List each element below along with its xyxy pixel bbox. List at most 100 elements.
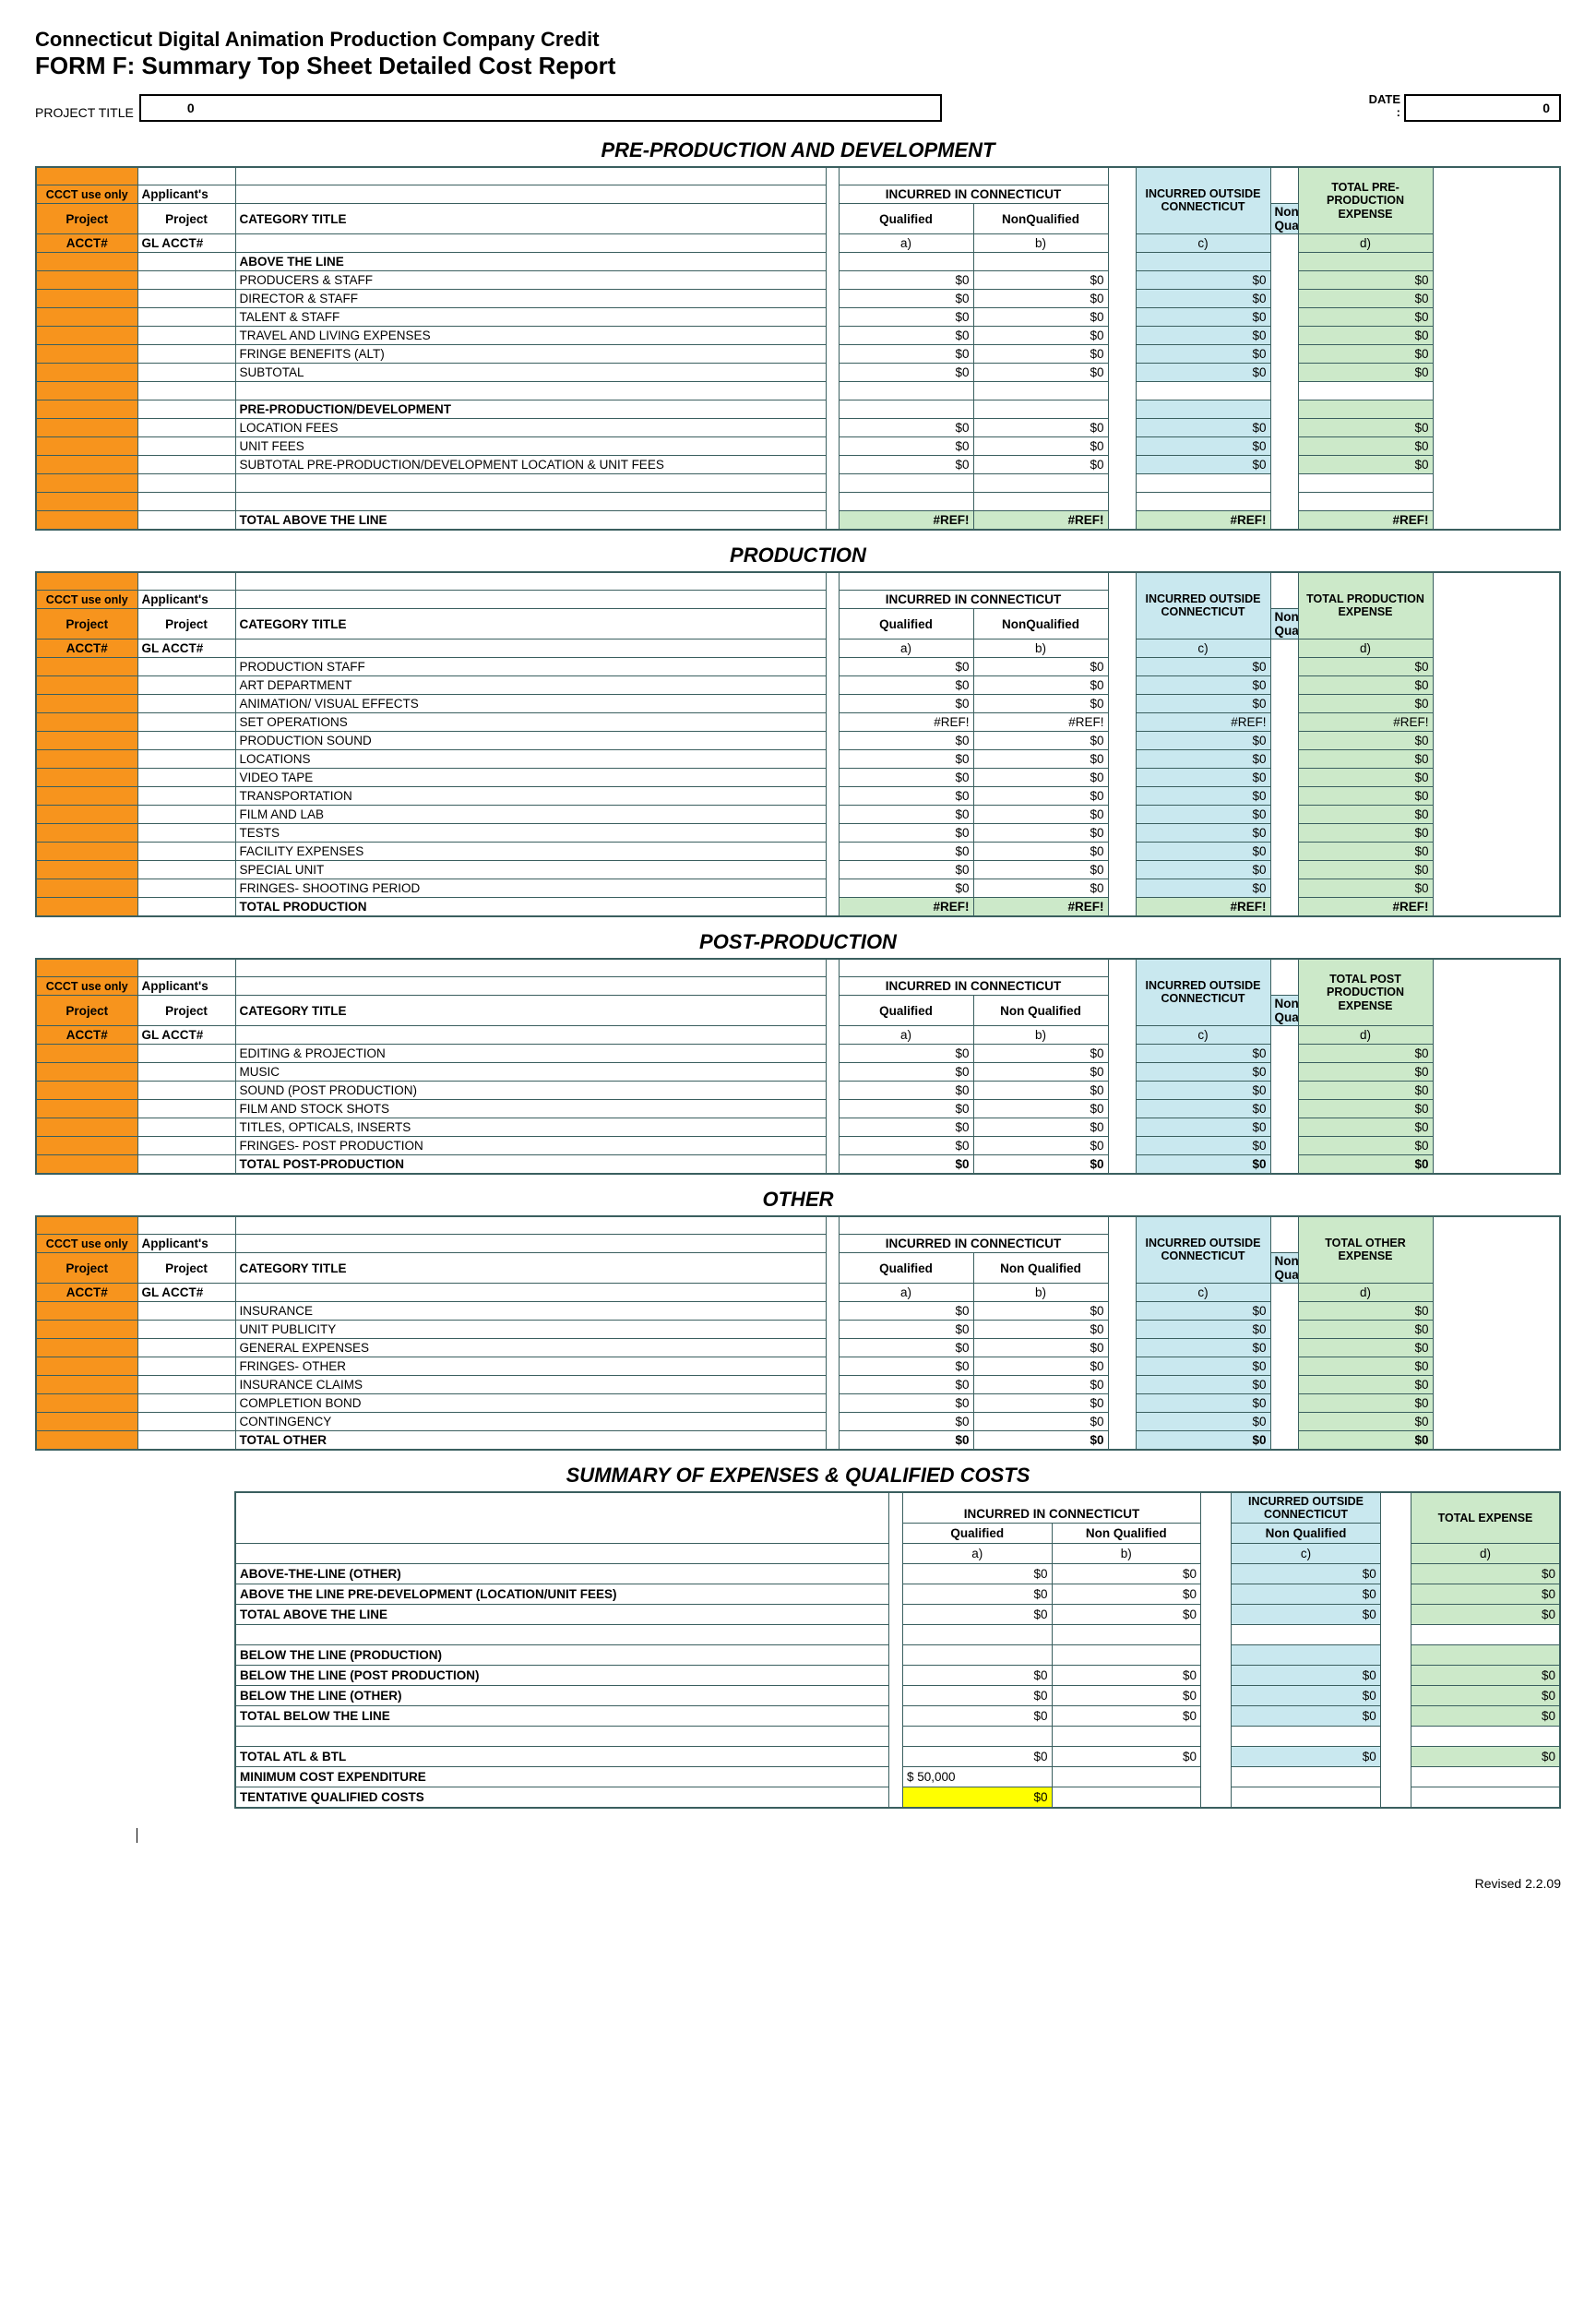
summary-row: MINIMUM COST EXPENDITURE $ 50,000 [235,1767,1560,1787]
table-row: INSURANCE $0 $0 $0 $0 [36,1302,1560,1321]
value-c: $0 [1136,1100,1270,1118]
total-label: TOTAL PRODUCTION [235,898,826,916]
summary-b: $0 [1052,1706,1201,1727]
value-c: $0 [1136,769,1270,787]
project-title-box[interactable]: 0 [139,94,942,122]
value-c: $0 [1136,437,1270,456]
date-box[interactable]: 0 [1404,94,1561,122]
table-row: FRINGES- OTHER $0 $0 $0 $0 [36,1357,1560,1376]
col-header-total: TOTAL PRODUCTION EXPENSE [1298,572,1433,640]
summary-row: TENTATIVE QUALIFIED COSTS $0 [235,1787,1560,1808]
total-a: $0 [839,1431,973,1450]
value-a: $0 [839,1137,973,1155]
category-cell: SET OPERATIONS [235,713,826,732]
value-a: $0 [839,290,973,308]
total-b: $0 [973,1431,1108,1450]
category-cell: TRANSPORTATION [235,787,826,806]
summary-b: $0 [1052,1564,1201,1584]
category-title-label: CATEGORY TITLE [235,1253,826,1284]
nonqualified-out-label: Non Qualified [1270,996,1298,1026]
document-header: Connecticut Digital Animation Production… [35,28,1561,80]
col-d: d) [1298,1284,1433,1302]
col-b: b) [973,234,1108,253]
category-cell: UNIT FEES [235,437,826,456]
gl-acct-label: GL ACCT# [137,640,235,658]
value-d: $0 [1298,290,1433,308]
value-d: $0 [1298,456,1433,474]
summary-total-label: TOTAL EXPENSE [1411,1492,1560,1544]
value-d: $0 [1298,1339,1433,1357]
summary-a: $ 50,000 [903,1767,1053,1787]
value-c: $0 [1136,456,1270,474]
category-cell: SUBTOTAL PRE-PRODUCTION/DEVELOPMENT LOCA… [235,456,826,474]
value-d: $0 [1298,1321,1433,1339]
value-b: $0 [973,861,1108,879]
qualified-label: Qualified [839,609,973,640]
gap-row [36,493,1560,511]
value-c: $0 [1136,364,1270,382]
table-row: FACILITY EXPENSES $0 $0 $0 $0 [36,843,1560,861]
value-b: $0 [973,824,1108,843]
table-row: PRODUCTION STAFF $0 $0 $0 $0 [36,658,1560,676]
summary-cat: BELOW THE LINE (POST PRODUCTION) [235,1666,888,1686]
value-c: $0 [1136,1045,1270,1063]
table-row: FILM AND STOCK SHOTS $0 $0 $0 $0 [36,1100,1560,1118]
value-a: $0 [839,419,973,437]
summary-d: $0 [1411,1706,1560,1727]
value-b: $0 [973,769,1108,787]
col-d: d) [1298,640,1433,658]
category-cell: FILM AND LAB [235,806,826,824]
category-cell: INSURANCE CLAIMS [235,1376,826,1394]
summary-c: $0 [1232,1605,1381,1625]
value-b: $0 [973,419,1108,437]
value-c: $0 [1136,290,1270,308]
total-c: $0 [1136,1431,1270,1450]
summary-cat: MINIMUM COST EXPENDITURE [235,1767,888,1787]
value-d: $0 [1298,843,1433,861]
section-table: INCURRED OUTSIDE CONNECTICUT TOTAL PRODU… [35,571,1561,917]
section-table: INCURRED OUTSIDE CONNECTICUT TOTAL POST … [35,958,1561,1175]
total-d: $0 [1298,1431,1433,1450]
total-c: #REF! [1136,898,1270,916]
value-a: $0 [839,843,973,861]
summary-nonqualified-out: Non Qualified [1232,1524,1381,1544]
col-header-total: TOTAL OTHER EXPENSE [1298,1216,1433,1284]
value-c: $0 [1136,843,1270,861]
value-b: #REF! [973,713,1108,732]
ccct-label: CCCT use only [36,591,137,609]
heading-cell: ABOVE THE LINE [235,253,826,271]
value-a: $0 [839,456,973,474]
value-c: $0 [1136,879,1270,898]
col-b: b) [973,640,1108,658]
value-b: $0 [973,658,1108,676]
category-cell: SOUND (POST PRODUCTION) [235,1082,826,1100]
summary-d: $0 [1411,1747,1560,1767]
value-a: $0 [839,787,973,806]
value-a: #REF! [839,713,973,732]
total-row: TOTAL POST-PRODUCTION $0 $0 $0 $0 [36,1155,1560,1174]
value-b: $0 [973,750,1108,769]
summary-row: TOTAL ABOVE THE LINE $0 $0 $0 $0 [235,1605,1560,1625]
table-row: INSURANCE CLAIMS $0 $0 $0 $0 [36,1376,1560,1394]
nonqualified-out-label: Non Qualified [1270,609,1298,640]
summary-cat: ABOVE THE LINE PRE-DEVELOPMENT (LOCATION… [235,1584,888,1605]
value-c: $0 [1136,345,1270,364]
value-b: $0 [973,1413,1108,1431]
value-b: $0 [973,806,1108,824]
col-header-total: TOTAL POST PRODUCTION EXPENSE [1298,959,1433,1026]
summary-c: $0 [1232,1686,1381,1706]
summary-d: $0 [1411,1605,1560,1625]
summary-a: $0 [903,1747,1053,1767]
value-d: $0 [1298,769,1433,787]
value-a: $0 [839,1413,973,1431]
value-d: $0 [1298,658,1433,676]
category-cell: EDITING & PROJECTION [235,1045,826,1063]
col-c: c) [1136,1284,1270,1302]
project-label: Project [36,1253,137,1284]
value-a: $0 [839,1118,973,1137]
table-row: SUBTOTAL $0 $0 $0 $0 [36,364,1560,382]
nonqualified-label: NonQualified [973,609,1108,640]
heading-cell: PRE-PRODUCTION/DEVELOPMENT [235,400,826,419]
table-row: FRINGE BENEFITS (ALT) $0 $0 $0 $0 [36,345,1560,364]
summary-a: $0 [903,1706,1053,1727]
